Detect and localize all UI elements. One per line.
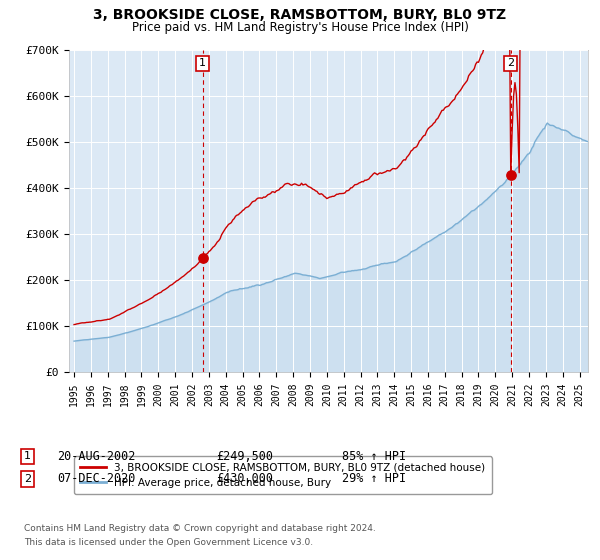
Text: 1: 1 [199, 58, 206, 68]
Text: £430,000: £430,000 [216, 472, 273, 486]
Text: 2: 2 [24, 474, 31, 484]
Point [198, 253, 208, 262]
Text: 07-DEC-2020: 07-DEC-2020 [57, 472, 136, 486]
Legend: 3, BROOKSIDE CLOSE, RAMSBOTTOM, BURY, BL0 9TZ (detached house), HPI: Average pri: 3, BROOKSIDE CLOSE, RAMSBOTTOM, BURY, BL… [74, 456, 491, 494]
Point [506, 170, 515, 179]
Text: Price paid vs. HM Land Registry's House Price Index (HPI): Price paid vs. HM Land Registry's House … [131, 21, 469, 34]
Text: 20-AUG-2002: 20-AUG-2002 [57, 450, 136, 463]
Text: Contains HM Land Registry data © Crown copyright and database right 2024.: Contains HM Land Registry data © Crown c… [24, 524, 376, 533]
Text: 2: 2 [507, 58, 514, 68]
Text: 29% ↑ HPI: 29% ↑ HPI [342, 472, 406, 486]
Text: 1: 1 [24, 451, 31, 461]
Text: This data is licensed under the Open Government Licence v3.0.: This data is licensed under the Open Gov… [24, 538, 313, 547]
Text: £249,500: £249,500 [216, 450, 273, 463]
Text: 3, BROOKSIDE CLOSE, RAMSBOTTOM, BURY, BL0 9TZ: 3, BROOKSIDE CLOSE, RAMSBOTTOM, BURY, BL… [94, 8, 506, 22]
Text: 85% ↑ HPI: 85% ↑ HPI [342, 450, 406, 463]
